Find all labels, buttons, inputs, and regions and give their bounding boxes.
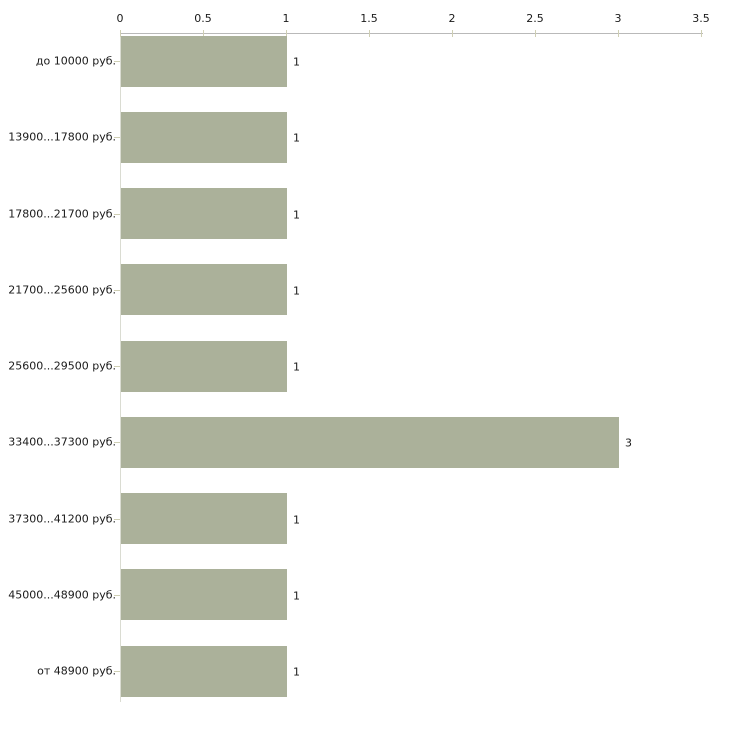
value-label: 1 xyxy=(293,284,300,298)
value-label: 1 xyxy=(293,131,300,145)
x-axis-line xyxy=(120,33,703,34)
y-tick-mark xyxy=(114,442,120,444)
x-tick-label: 1.5 xyxy=(360,12,378,25)
bar xyxy=(121,493,287,544)
category-label: 13900...17800 руб. xyxy=(8,130,116,144)
x-tick-mark xyxy=(535,30,536,37)
y-tick-mark xyxy=(114,61,120,62)
category-label: до 10000 руб. xyxy=(35,54,116,68)
value-label: 1 xyxy=(293,589,300,603)
bar xyxy=(121,569,287,621)
x-tick-mark xyxy=(452,30,453,37)
x-tick-label: 1 xyxy=(282,12,290,25)
value-label: 3 xyxy=(625,436,632,450)
y-axis-line xyxy=(120,33,121,702)
value-label: 1 xyxy=(293,513,300,526)
bar xyxy=(121,188,287,239)
bar xyxy=(121,35,287,87)
x-tick-mark xyxy=(618,30,619,37)
category-label: 33400...37300 руб. xyxy=(8,435,116,449)
value-label: 1 xyxy=(293,208,300,221)
y-tick-mark xyxy=(114,594,120,596)
bar xyxy=(121,111,287,163)
category-label: 21700...25600 руб. xyxy=(8,283,116,297)
value-label: 1 xyxy=(293,55,300,69)
x-tick-label: 2 xyxy=(448,12,456,25)
category-label: 17800...21700 руб. xyxy=(8,207,116,220)
x-tick-mark xyxy=(701,30,702,37)
x-tick-label: 0.5 xyxy=(194,12,212,25)
y-tick-mark xyxy=(114,289,120,291)
x-tick-mark xyxy=(203,30,204,37)
bar xyxy=(121,340,287,392)
x-tick-mark xyxy=(120,30,121,37)
bar xyxy=(121,645,287,697)
x-tick-label: 3 xyxy=(614,12,622,25)
x-tick-mark xyxy=(286,30,287,37)
x-tick-mark xyxy=(369,30,370,37)
category-label: 25600...29500 руб. xyxy=(8,359,116,373)
bar xyxy=(121,264,287,316)
x-tick-label: 2.5 xyxy=(526,12,544,25)
x-tick-label: 3.5 xyxy=(692,12,710,25)
category-label: от 48900 руб. xyxy=(37,664,116,678)
value-label: 1 xyxy=(293,665,300,679)
y-tick-mark xyxy=(114,518,120,520)
y-tick-mark xyxy=(114,671,120,672)
value-label: 1 xyxy=(293,360,300,374)
category-label: 37300...41200 руб. xyxy=(8,512,116,525)
y-tick-mark xyxy=(114,137,120,139)
bar xyxy=(121,416,619,468)
x-tick-label: 0 xyxy=(116,12,124,25)
y-tick-mark xyxy=(114,213,120,215)
y-tick-mark xyxy=(114,366,120,367)
category-label: 45000...48900 руб. xyxy=(8,588,116,602)
